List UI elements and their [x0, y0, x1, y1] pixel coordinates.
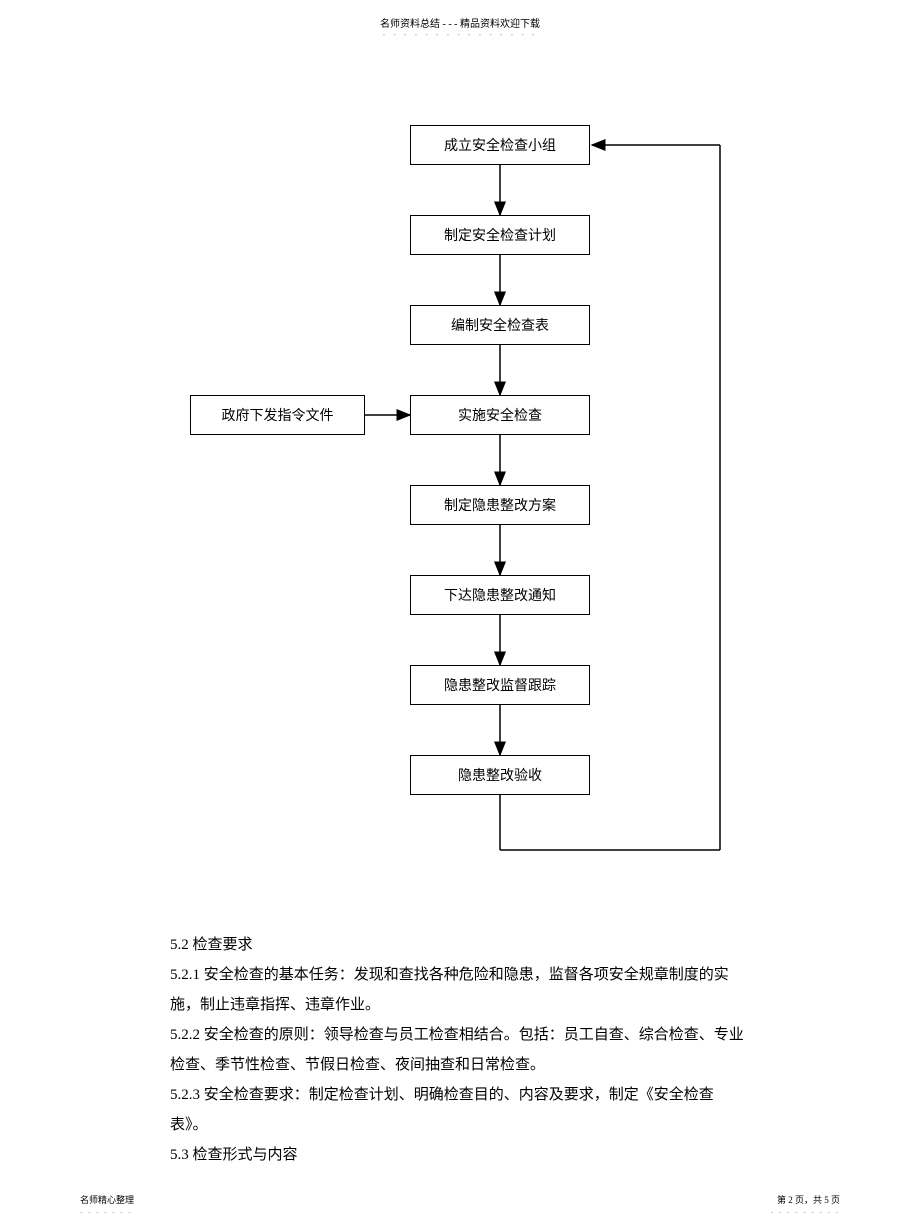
header-title: 名师资料总结 - - - 精品资料欢迎下载	[380, 15, 540, 30]
footer-left-dots: - - - - - - -	[80, 1208, 133, 1216]
node-establish-team: 成立安全检查小组	[410, 125, 590, 165]
section-5-2-2: 5.2.2 安全检查的原则：领导检查与员工检查相结合。包括：员工自查、综合检查、…	[170, 1020, 750, 1080]
node-rectify-plan: 制定隐患整改方案	[410, 485, 590, 525]
node-supervise-track: 隐患整改监督跟踪	[410, 665, 590, 705]
section-5-2: 5.2 检查要求	[170, 930, 750, 960]
node-acceptance: 隐患整改验收	[410, 755, 590, 795]
node-compile-checklist: 编制安全检查表	[410, 305, 590, 345]
section-5-3: 5.3 检查形式与内容	[170, 1140, 750, 1170]
footer-right-text: 第 2 页，共 5 页	[777, 1193, 840, 1206]
node-issue-notice: 下达隐患整改通知	[410, 575, 590, 615]
node-implement-check: 实施安全检查	[410, 395, 590, 435]
header-dots: - - - - - - - - - - - - - - -	[383, 30, 538, 39]
text-content: 5.2 检查要求 5.2.1 安全检查的基本任务：发现和查找各种危险和隐患，监督…	[170, 930, 750, 1170]
node-gov-directive: 政府下发指令文件	[190, 395, 365, 435]
footer-left-text: 名师精心整理	[80, 1193, 134, 1206]
section-5-2-1: 5.2.1 安全检查的基本任务：发现和查找各种危险和隐患，监督各项安全规章制度的…	[170, 960, 750, 1020]
flowchart-container: 成立安全检查小组 制定安全检查计划 编制安全检查表 实施安全检查 制定隐患整改方…	[0, 110, 920, 910]
node-make-plan: 制定安全检查计划	[410, 215, 590, 255]
section-5-2-3: 5.2.3 安全检查要求：制定检查计划、明确检查目的、内容及要求，制定《安全检查…	[170, 1080, 750, 1140]
footer-right-dots: - - - - - - - - -	[771, 1208, 840, 1216]
